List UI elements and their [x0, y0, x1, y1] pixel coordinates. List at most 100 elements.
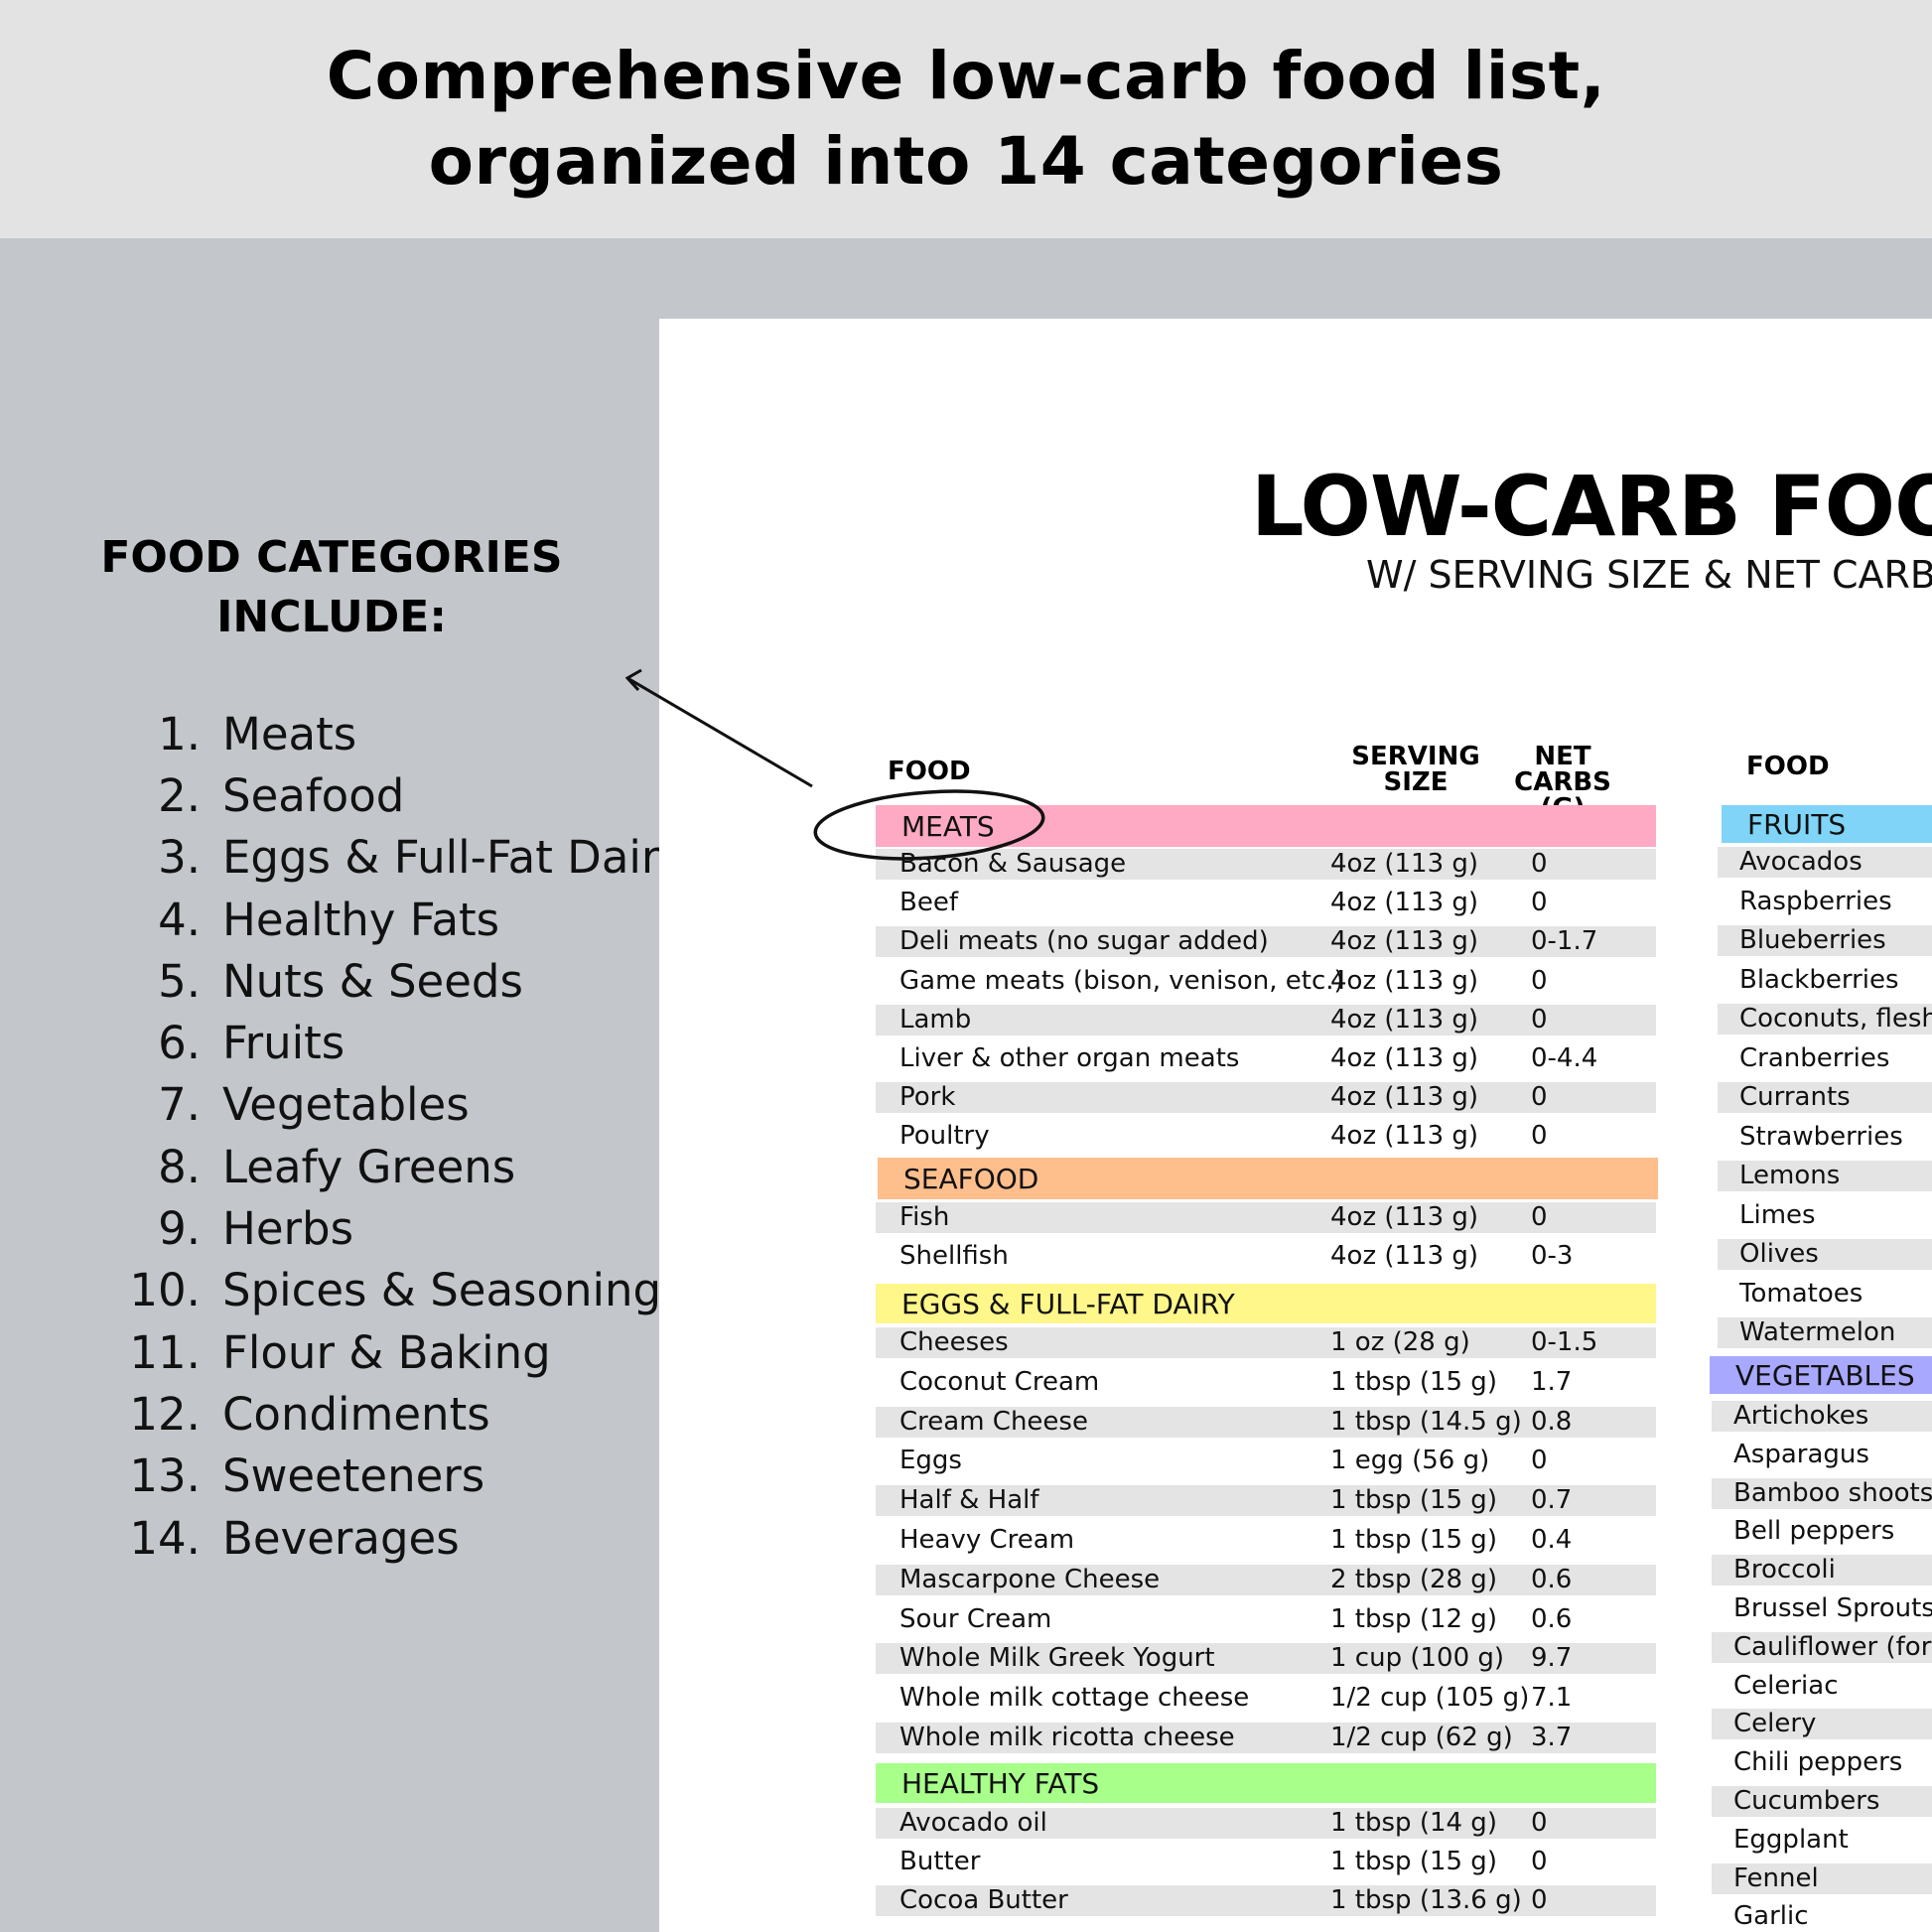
net-carbs-cell: 0 — [1531, 1808, 1548, 1838]
category-item: 8. Leafy Greens — [109, 1136, 686, 1197]
net-carbs-cell: 0 — [1531, 1121, 1548, 1152]
serving-size-cell: 1 tbsp (15 g) — [1330, 1847, 1497, 1877]
column-header-food: FOOD — [888, 757, 971, 786]
food-cell: Deli meats (no sugar added) — [899, 926, 1269, 957]
category-item: 6. Fruits — [109, 1012, 686, 1073]
food-cell: Beef — [899, 888, 958, 918]
top-banner: Comprehensive low-carb food list, organi… — [0, 0, 1932, 238]
food-cell: Eggplant — [1733, 1824, 1849, 1855]
table-row: Liver & other organ meats 4oz (113 g) 0-4.… — [876, 1043, 1656, 1074]
category-item: 12. Condiments — [109, 1383, 686, 1445]
serving-size-cell: 1 tbsp (15 g) — [1330, 1485, 1497, 1516]
table-row: Currants — [1718, 1082, 1932, 1113]
category-number: 8. — [158, 1140, 201, 1193]
food-cell: Raspberries — [1739, 886, 1892, 916]
serving-size-cell: 1 tbsp (13.6 g) — [1330, 1885, 1522, 1916]
table-row: Cocoa Butter 1 tbsp (13.6 g) 0 — [876, 1885, 1656, 1917]
section-header-dairy: EGGS & FULL-FAT DAIRY — [876, 1284, 1656, 1323]
food-cell: Half & Half — [899, 1485, 1039, 1516]
category-name: Nuts & Seeds — [222, 954, 523, 1008]
category-name: Fruits — [222, 1017, 345, 1070]
food-cell: Sour Cream — [899, 1603, 1052, 1634]
serving-size-cell: 1 tbsp (14.5 g) — [1330, 1406, 1522, 1437]
serving-size-cell: 1 tbsp (15 g) — [1330, 1525, 1497, 1555]
category-item: 9. Herbs — [109, 1197, 686, 1259]
food-cell: Pork — [899, 1082, 956, 1113]
serving-size-cell: 4oz (113 g) — [1330, 926, 1479, 957]
category-item: 7. Vegetables — [109, 1074, 686, 1136]
serving-size-cell: 4oz (113 g) — [1330, 1004, 1479, 1035]
serving-size-cell: 4oz (113 g) — [1330, 888, 1479, 918]
category-number: 12. — [129, 1387, 201, 1441]
table-row: Celeriac — [1712, 1671, 1932, 1702]
table-row: Cucumbers — [1712, 1786, 1932, 1817]
table-row: Celery — [1712, 1709, 1932, 1740]
category-item: 14. Beverages — [109, 1507, 686, 1569]
category-number: 3. — [158, 831, 201, 885]
food-cell: Eggs — [899, 1446, 962, 1476]
net-carbs-cell: 0 — [1531, 849, 1548, 879]
table-row: Strawberries — [1718, 1122, 1932, 1153]
serving-size-cell: 4oz (113 g) — [1330, 1043, 1479, 1073]
food-cell: Coconuts, flesh — [1739, 1004, 1932, 1034]
section-header-meats: MEATS — [876, 805, 1656, 847]
table-row: Tomatoes — [1718, 1279, 1932, 1310]
net-carbs-cell: 0.6 — [1531, 1564, 1573, 1594]
table-row: Butter 1 tbsp (15 g) 0 — [876, 1847, 1656, 1877]
category-name: Flour & Baking — [222, 1325, 551, 1379]
category-item: 11. Flour & Baking — [109, 1321, 686, 1383]
section-header-fruits: FRUITS — [1722, 805, 1932, 843]
serving-size-cell: 1 oz (28 g) — [1330, 1327, 1470, 1357]
document-preview: LOW-CARB FOOD W/ SERVING SIZE & NET CARB… — [659, 319, 1932, 1932]
serving-size-cell: 1/2 cup (62 g) — [1330, 1723, 1513, 1752]
table-row: Limes — [1718, 1200, 1932, 1231]
net-carbs-cell: 7.1 — [1531, 1683, 1573, 1714]
table-row: Cranberries — [1718, 1043, 1932, 1074]
categories-list: 1. Meats 2. Seafood 3. Eggs & Full-Fat Dairy 4… — [109, 703, 686, 1569]
food-cell: Avocados — [1739, 847, 1863, 877]
table-row: Avocados — [1718, 847, 1932, 878]
category-number: 13. — [129, 1449, 201, 1503]
food-cell: Broccoli — [1733, 1555, 1836, 1586]
table-row: Whole milk cottage cheese 1/2 cup (105 g)… — [876, 1683, 1656, 1714]
food-cell: Avocado oil — [899, 1808, 1047, 1838]
table-row: Whole milk ricotta cheese 1/2 cup (62 g) 3… — [876, 1723, 1656, 1753]
table-row: Eggs 1 egg (56 g) 0 — [876, 1446, 1656, 1476]
category-name: Leafy Greens — [222, 1140, 516, 1193]
net-carbs-cell: 0-1.5 — [1531, 1327, 1598, 1357]
table-row: Olives — [1718, 1239, 1932, 1270]
table-row: Game meats (bison, venison, etc.) 4oz (11… — [876, 966, 1656, 997]
table-row: Garlic — [1712, 1901, 1932, 1932]
table-row: Coconut Cream 1 tbsp (15 g) 1.7 — [876, 1367, 1656, 1398]
banner-title-line-2: organized into 14 categories — [428, 123, 1504, 200]
food-cell: Watermelon — [1739, 1317, 1896, 1347]
net-carbs-cell: 0 — [1531, 965, 1548, 996]
net-carbs-cell: 0.4 — [1531, 1525, 1573, 1555]
section-header-seafood: SEAFOOD — [878, 1158, 1658, 1199]
serving-size-cell: 4oz (113 g) — [1330, 1241, 1479, 1272]
category-number: 14. — [129, 1511, 201, 1565]
net-carbs-cell: 0.7 — [1531, 1485, 1573, 1516]
category-item: 3. Eggs & Full-Fat Dairy — [109, 827, 686, 889]
table-row: Whole Milk Greek Yogurt 1 cup (100 g) 9.7 — [876, 1643, 1656, 1675]
food-cell: Liver & other organ meats — [899, 1043, 1240, 1073]
food-cell: Bamboo shoots — [1733, 1477, 1932, 1508]
category-number: 4. — [158, 893, 201, 946]
net-carbs-cell: 0 — [1531, 1004, 1548, 1035]
table-row: Lemons — [1718, 1161, 1932, 1191]
table-row: Coconuts, flesh — [1718, 1004, 1932, 1035]
net-carbs-cell: 0-1.7 — [1531, 926, 1598, 957]
table-row: Poultry 4oz (113 g) 0 — [876, 1121, 1656, 1152]
category-name: Sweeteners — [222, 1449, 485, 1503]
food-cell: Mascarpone Cheese — [899, 1564, 1161, 1594]
net-carbs-cell: 1.7 — [1531, 1366, 1573, 1397]
food-cell: Strawberries — [1739, 1121, 1903, 1152]
table-row: Watermelon — [1718, 1317, 1932, 1348]
table-row: Mascarpone Cheese 2 tbsp (28 g) 0.6 — [876, 1564, 1656, 1595]
food-cell: Currants — [1739, 1082, 1851, 1112]
meats-highlight-circle — [813, 789, 1045, 861]
serving-size-cell: 1 cup (100 g) — [1330, 1643, 1505, 1674]
food-cell: Brussel Sprouts — [1733, 1593, 1932, 1623]
serving-header-line-2: SIZE — [1383, 767, 1449, 797]
category-item: 1. Meats — [109, 703, 686, 764]
